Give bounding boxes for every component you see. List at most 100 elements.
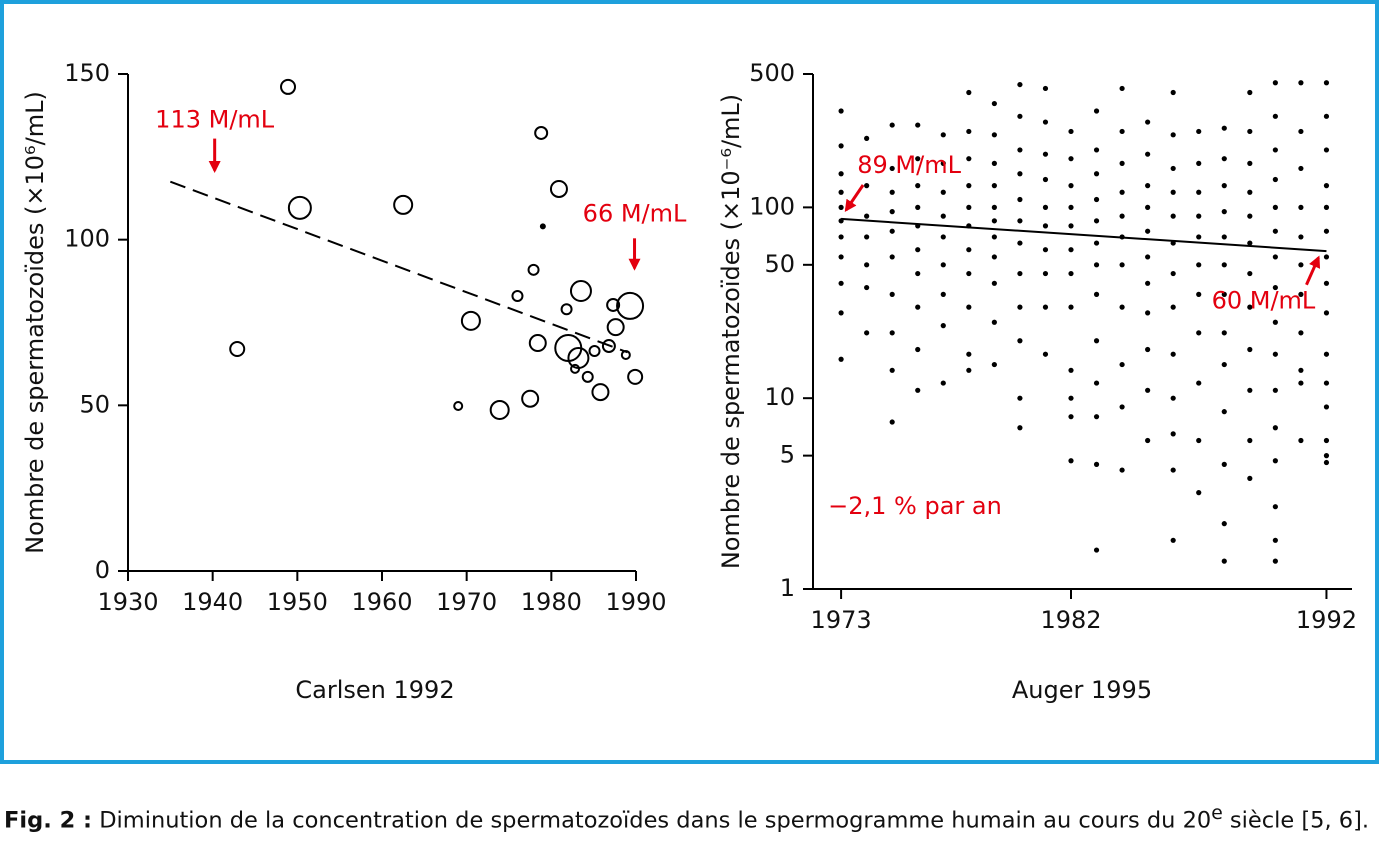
data-point bbox=[838, 171, 844, 177]
data-point bbox=[1068, 204, 1074, 210]
data-point bbox=[1196, 380, 1202, 386]
data-point bbox=[1119, 85, 1125, 92]
data-point bbox=[1119, 304, 1125, 310]
data-point bbox=[1017, 218, 1023, 224]
data-point bbox=[539, 223, 546, 230]
data-point bbox=[570, 363, 581, 374]
data-point bbox=[1247, 346, 1253, 353]
data-point bbox=[864, 330, 870, 336]
data-point bbox=[1068, 458, 1074, 464]
data-point bbox=[838, 204, 844, 210]
data-point bbox=[1042, 176, 1049, 183]
data-point bbox=[1170, 351, 1176, 357]
data-point bbox=[527, 263, 540, 276]
data-point bbox=[1272, 254, 1278, 260]
data-point bbox=[889, 254, 895, 260]
data-point bbox=[1247, 128, 1253, 135]
data-point bbox=[1170, 89, 1176, 96]
data-point bbox=[889, 367, 895, 373]
data-point bbox=[1170, 270, 1176, 277]
data-point bbox=[889, 122, 895, 128]
data-point bbox=[1323, 228, 1330, 234]
data-point bbox=[1272, 80, 1278, 86]
caption-text: Diminution de la concentration de sperma… bbox=[99, 807, 1212, 834]
data-point bbox=[1323, 459, 1330, 466]
data-point bbox=[1272, 284, 1278, 291]
data-point bbox=[1042, 304, 1049, 310]
data-point bbox=[1145, 437, 1151, 444]
data-point bbox=[528, 334, 547, 353]
data-point bbox=[1298, 291, 1304, 297]
x-tick-label: 1982 bbox=[1040, 606, 1101, 634]
data-point bbox=[1247, 387, 1253, 393]
data-point bbox=[569, 280, 592, 303]
data-point bbox=[889, 419, 895, 425]
trend-line bbox=[169, 180, 628, 354]
data-point bbox=[966, 89, 972, 96]
data-point bbox=[1298, 330, 1304, 336]
data-point bbox=[864, 262, 870, 268]
data-point bbox=[1119, 467, 1125, 473]
data-point bbox=[1145, 310, 1151, 316]
data-point bbox=[1093, 461, 1100, 467]
data-point bbox=[1298, 234, 1304, 240]
data-point bbox=[1119, 160, 1125, 167]
data-point bbox=[966, 183, 972, 189]
data-point bbox=[1017, 113, 1023, 119]
data-point bbox=[940, 380, 946, 386]
data-point bbox=[1196, 189, 1202, 195]
data-point bbox=[280, 78, 297, 95]
data-point bbox=[889, 228, 895, 234]
data-point bbox=[1170, 132, 1176, 138]
data-point bbox=[838, 356, 844, 362]
data-point bbox=[1068, 247, 1074, 253]
x-tick-label: 1992 bbox=[1296, 606, 1357, 634]
data-point bbox=[991, 254, 997, 260]
data-point bbox=[838, 310, 844, 316]
x-tick-label: 1970 bbox=[436, 588, 497, 616]
data-point bbox=[1042, 351, 1049, 357]
data-point bbox=[1145, 151, 1151, 157]
data-point bbox=[1247, 189, 1253, 195]
data-point bbox=[1272, 176, 1278, 183]
data-point bbox=[1170, 467, 1176, 473]
frame bbox=[0, 0, 1379, 764]
data-point bbox=[1298, 380, 1304, 386]
data-point bbox=[1196, 437, 1202, 444]
chart-title: Carlsen 1992 bbox=[295, 676, 454, 704]
y-tick-label: 5 bbox=[780, 441, 795, 469]
data-point bbox=[1247, 270, 1253, 277]
data-point bbox=[1042, 85, 1049, 92]
data-point bbox=[1170, 304, 1176, 310]
data-point bbox=[966, 367, 972, 373]
data-point bbox=[1093, 338, 1100, 344]
data-point bbox=[966, 351, 972, 357]
data-point bbox=[511, 289, 524, 302]
data-point bbox=[1196, 128, 1202, 135]
data-point bbox=[1272, 204, 1278, 210]
y-axis-label: Nombre de spermatozoïdes (×10⁶/mL) bbox=[21, 91, 49, 554]
data-point bbox=[549, 179, 568, 198]
caption-tail: siècle [5, 6]. bbox=[1222, 807, 1369, 834]
data-point bbox=[838, 254, 844, 260]
data-point bbox=[991, 160, 997, 167]
data-point bbox=[567, 346, 590, 369]
data-point bbox=[1272, 387, 1278, 393]
data-point bbox=[229, 341, 246, 358]
data-point bbox=[1042, 223, 1049, 229]
data-point bbox=[940, 160, 946, 167]
data-point bbox=[864, 234, 870, 240]
data-point bbox=[1119, 361, 1125, 368]
data-point bbox=[1170, 537, 1176, 543]
caption-label: Fig. 2 : bbox=[4, 807, 93, 834]
data-point bbox=[1196, 291, 1202, 297]
data-point bbox=[966, 270, 972, 277]
x-tick-label: 1930 bbox=[97, 588, 158, 616]
data-point bbox=[915, 204, 921, 210]
data-point bbox=[1323, 437, 1330, 444]
data-point bbox=[1196, 262, 1202, 268]
data-point bbox=[940, 189, 946, 195]
data-point bbox=[1247, 213, 1253, 219]
